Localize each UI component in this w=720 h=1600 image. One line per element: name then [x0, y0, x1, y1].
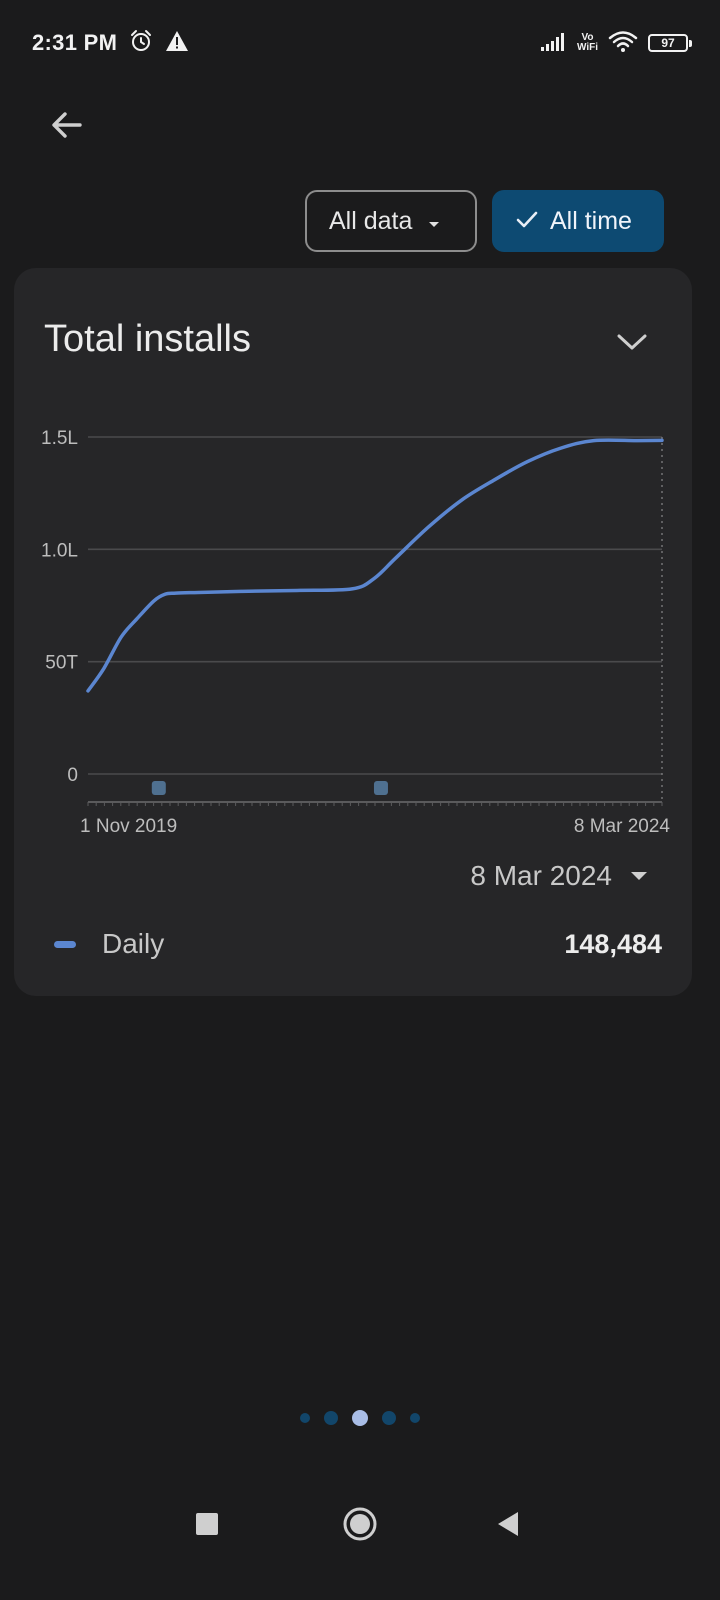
system-nav-bar	[0, 1480, 720, 1600]
warning-icon	[165, 30, 189, 57]
all-data-dropdown[interactable]: All data	[305, 190, 477, 252]
chevron-down-icon	[617, 334, 647, 350]
date-selector[interactable]: 8 Mar 2024	[470, 860, 648, 892]
wifi-icon	[608, 30, 638, 57]
annotation-marker	[373, 781, 388, 795]
alarm-icon	[129, 29, 153, 58]
page-dot	[300, 1413, 310, 1423]
y-tick-label: 1.0L	[41, 540, 78, 561]
page-dot	[410, 1413, 420, 1423]
home-button[interactable]	[336, 1500, 384, 1548]
recents-button[interactable]	[183, 1500, 231, 1548]
x-tick-label: 1 Nov 2019	[80, 816, 177, 837]
selected-date: 8 Mar 2024	[470, 860, 612, 891]
signal-icon	[540, 31, 567, 56]
y-tick-label: 0	[67, 765, 78, 786]
page-dot	[382, 1411, 396, 1425]
back-triangle-icon	[498, 1512, 518, 1536]
annotation-marker	[151, 781, 166, 795]
y-tick-label: 1.5L	[41, 428, 78, 449]
all-time-chip[interactable]: All time	[492, 190, 664, 252]
arrow-back-icon	[52, 112, 82, 138]
installs-chart[interactable]: 0 50T 1.0L 1.5L 1 Nov 2019 8 Mar 2024	[14, 268, 692, 848]
x-tick-label: 8 Mar 2024	[574, 816, 671, 837]
caret-down-icon	[428, 207, 440, 236]
card-title: Total installs	[44, 318, 251, 360]
battery-icon: 97	[648, 34, 692, 52]
recents-icon	[196, 1513, 218, 1535]
page-indicator	[0, 1410, 720, 1426]
back-button[interactable]	[42, 100, 92, 150]
collapse-button[interactable]	[612, 322, 652, 362]
check-icon	[516, 207, 538, 236]
total-installs-card: Total installs 0 50T 1.0L 1.5L 1 Nov 2019 8 M…	[14, 268, 692, 996]
status-bar: 2:31 PM Vo	[0, 0, 720, 86]
legend-swatch	[54, 940, 76, 948]
home-icon	[343, 1507, 377, 1541]
battery-level: 97	[661, 36, 675, 50]
vowifi-bottom-label: WiFi	[576, 42, 598, 53]
y-tick-label: 50T	[45, 653, 78, 674]
legend-row: Daily 148,484	[54, 928, 662, 960]
status-time: 2:31 PM	[32, 30, 118, 55]
page-dot	[324, 1411, 338, 1425]
caret-down-icon	[631, 872, 647, 880]
all-data-label: All data	[329, 206, 413, 235]
legend-label: Daily	[102, 928, 165, 959]
series-line-daily	[86, 438, 664, 693]
vowifi-top-label: Vo	[581, 32, 594, 43]
back-nav-button[interactable]	[484, 1500, 532, 1548]
legend-value: 148,484	[564, 928, 662, 959]
page-dot-active	[352, 1410, 368, 1426]
vowifi-icon: Vo WiFi	[577, 33, 598, 53]
all-time-label: All time	[550, 206, 632, 235]
